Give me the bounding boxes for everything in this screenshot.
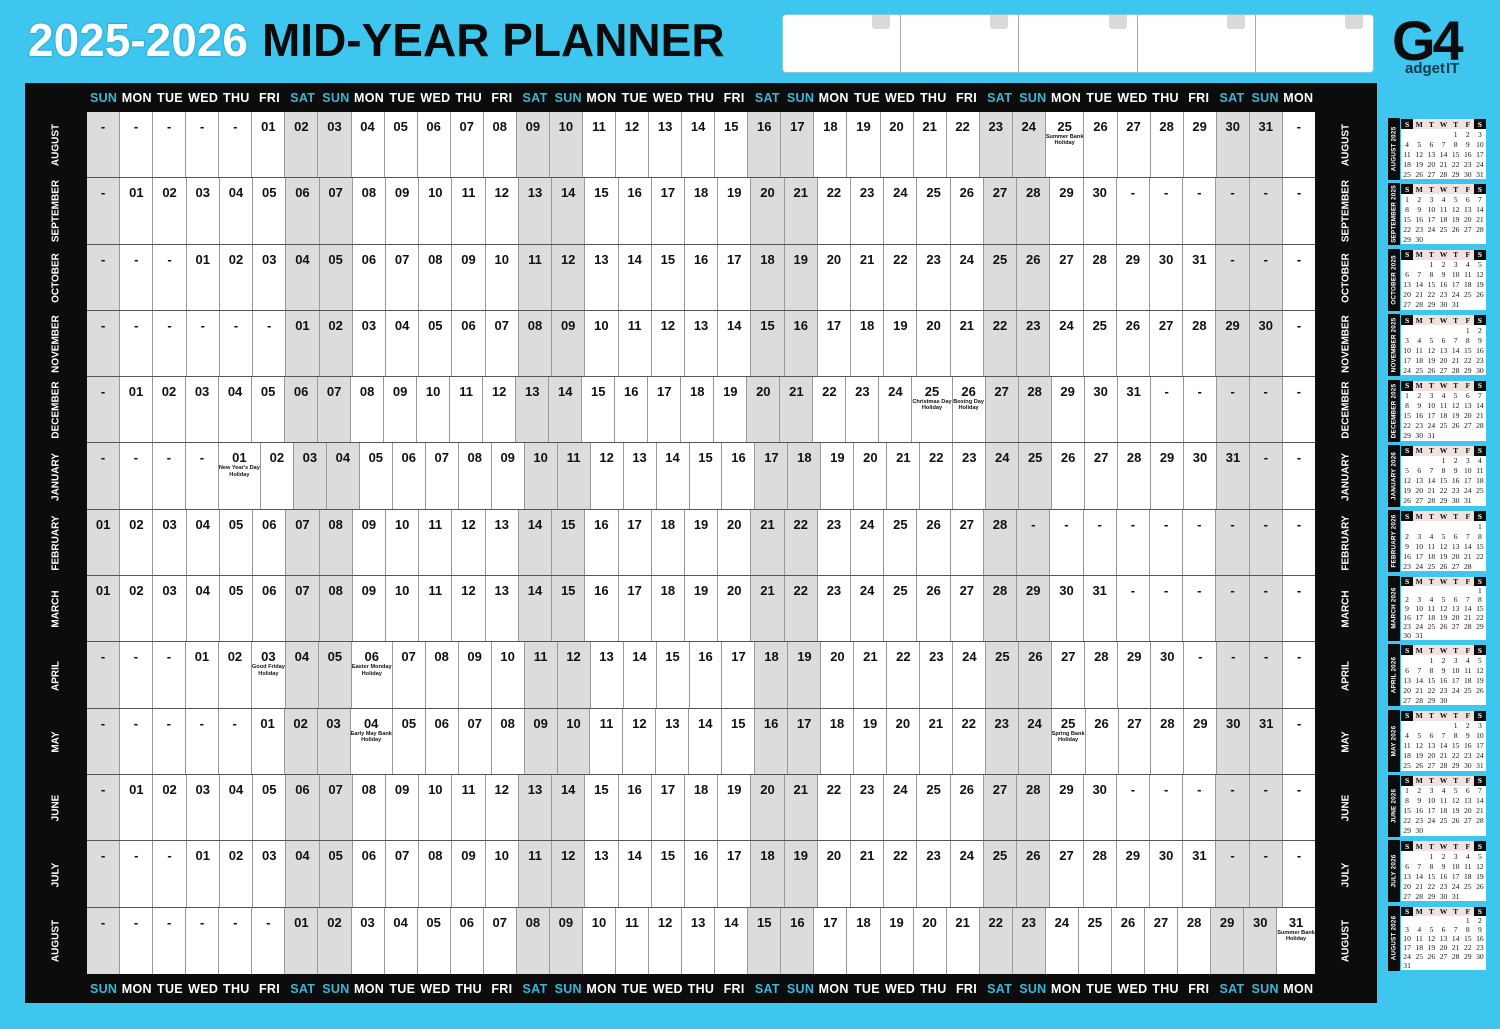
svg-text:adget: adget — [1405, 60, 1445, 77]
svg-text:IT: IT — [1446, 60, 1459, 77]
